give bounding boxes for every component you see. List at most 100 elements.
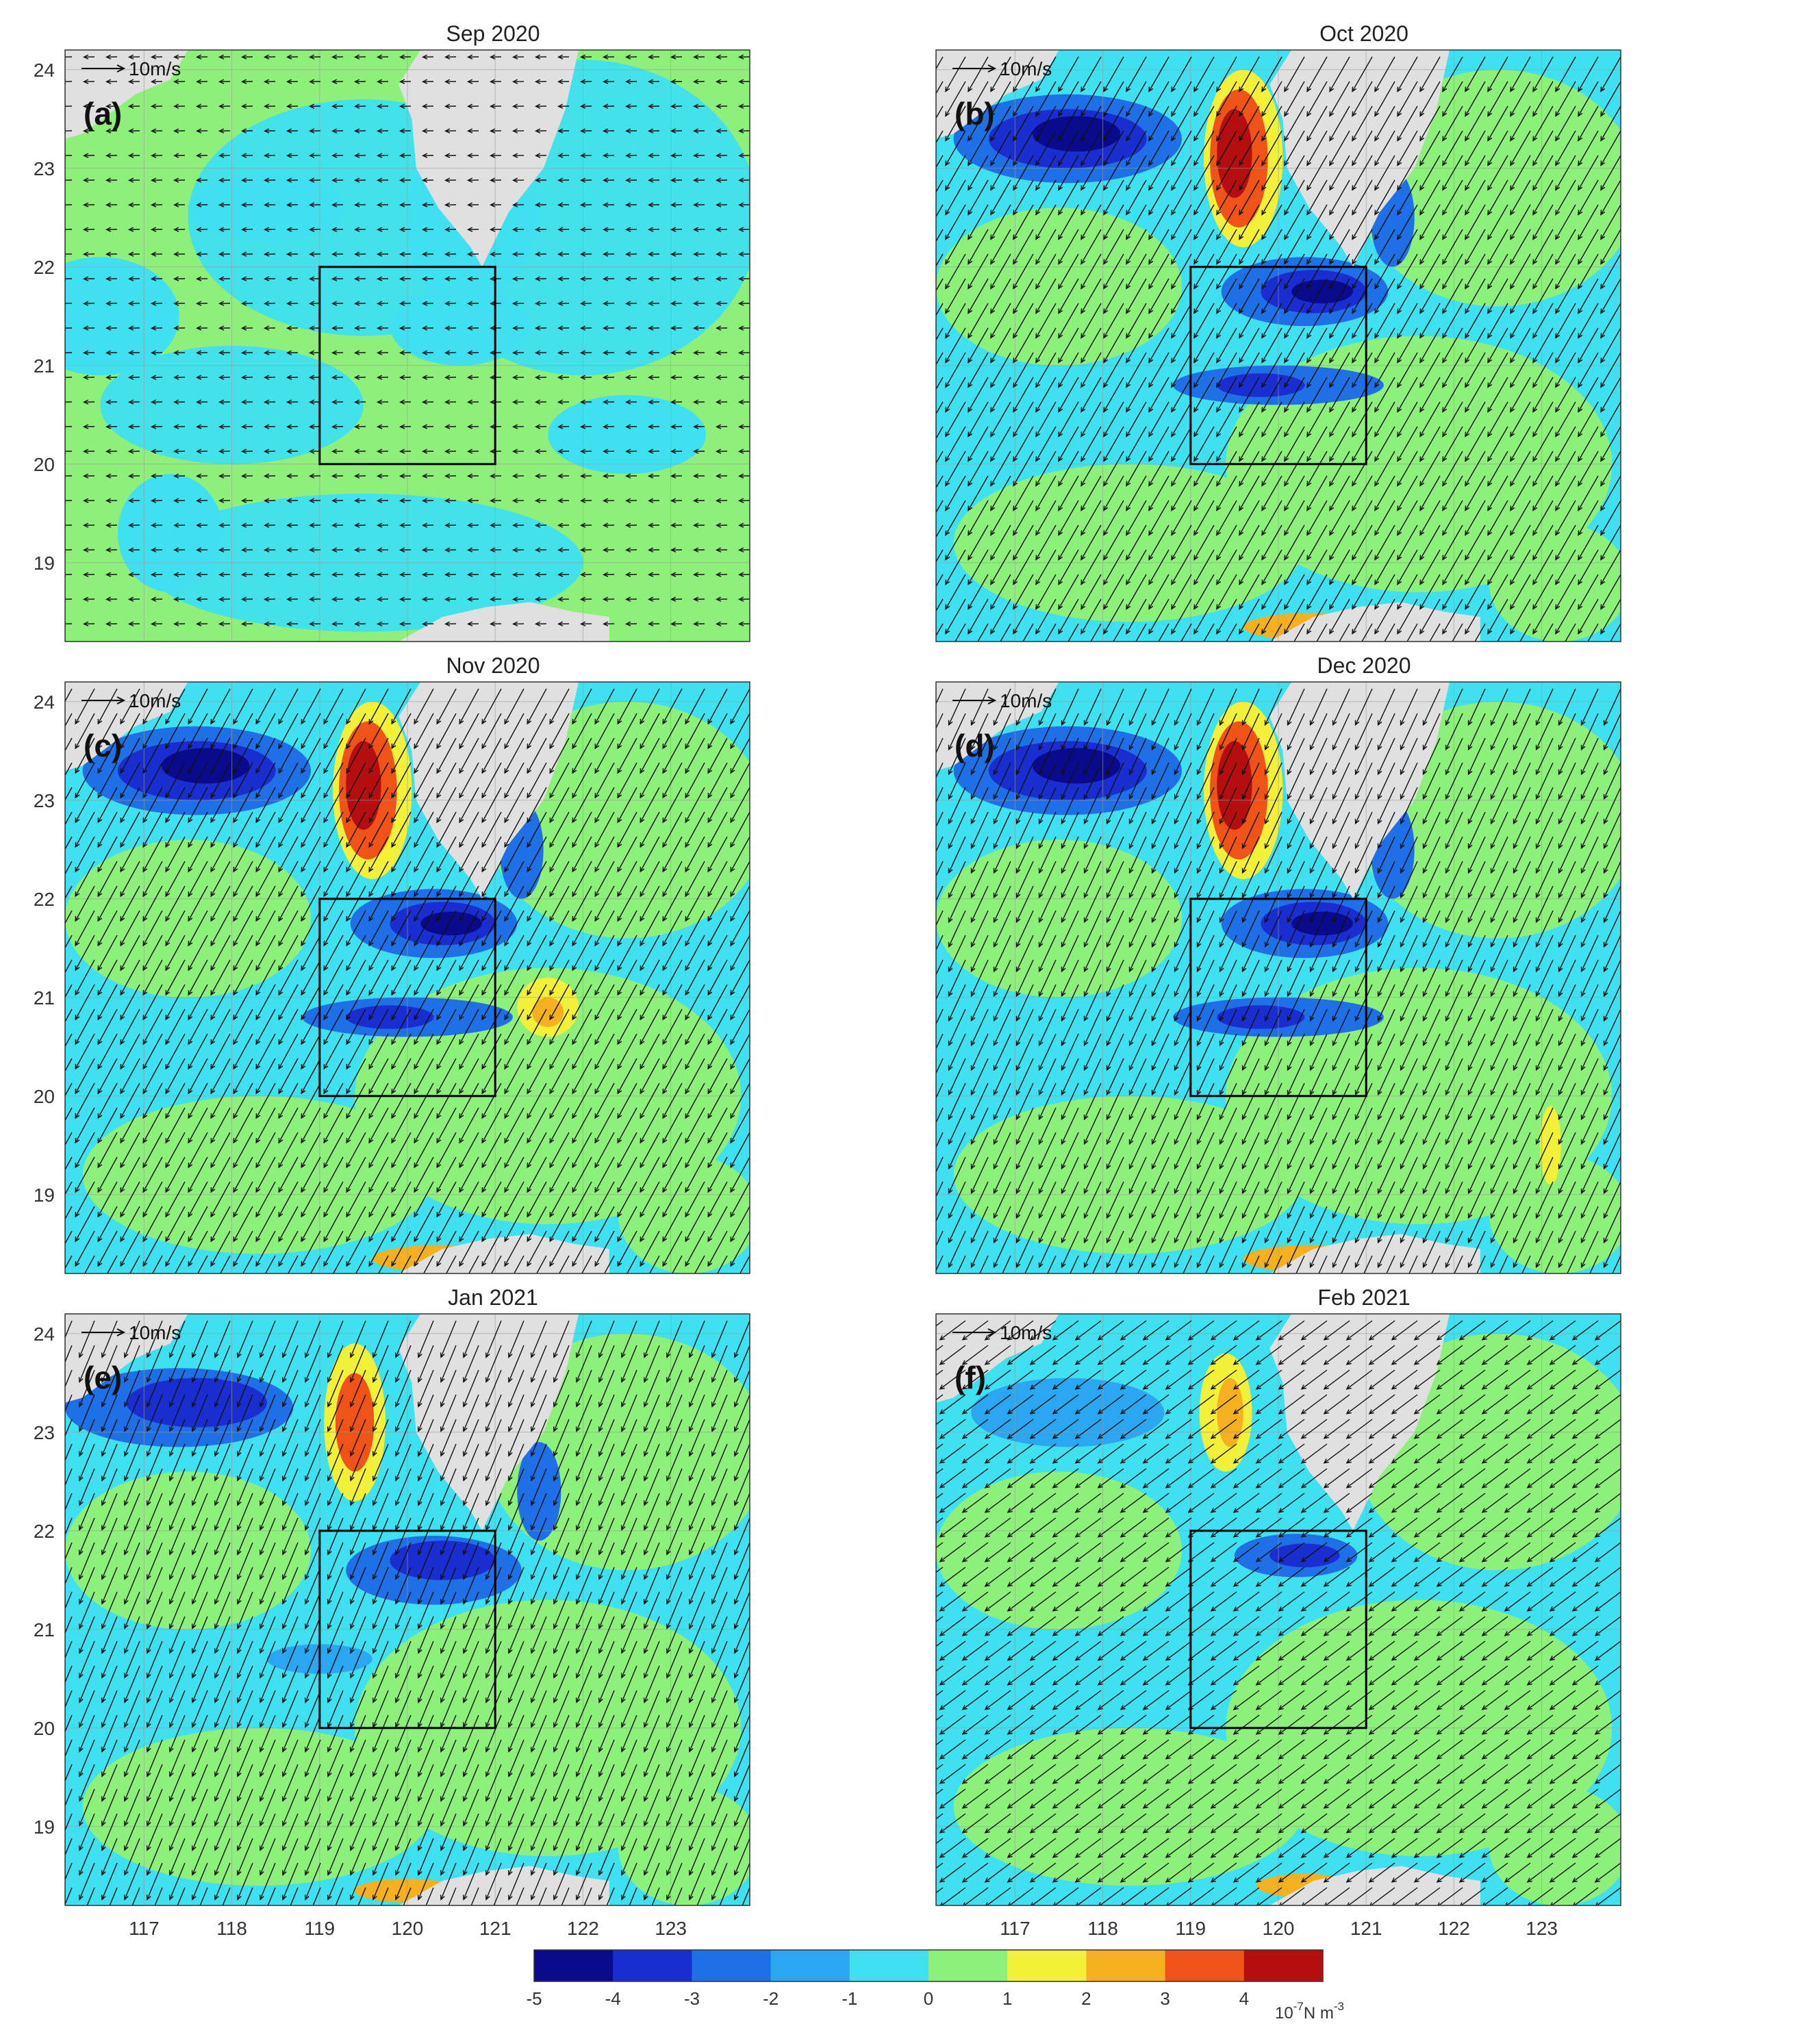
wind-arrow — [1097, 1665, 1124, 1686]
wind-arrow — [961, 1320, 989, 1341]
wind-arrow — [624, 621, 637, 626]
wind-arrow — [1377, 1156, 1395, 1195]
wind-arrow — [1097, 1493, 1124, 1513]
wind-arrow — [281, 1616, 299, 1654]
wind-arrow — [1080, 598, 1102, 635]
wind-arrow — [1413, 1640, 1441, 1661]
wind-arrow — [236, 1517, 253, 1556]
wind-arrow — [1487, 598, 1508, 635]
wind-arrow — [82, 572, 95, 577]
wind-arrow — [1278, 1690, 1305, 1710]
wind-arrow — [368, 713, 389, 750]
wind-arrow — [65, 301, 73, 306]
wind-arrow — [945, 204, 966, 240]
wind-arrow — [327, 1443, 344, 1482]
wind-arrow — [1233, 1838, 1260, 1858]
wind-arrow — [1142, 1468, 1170, 1488]
wind-arrow — [602, 547, 615, 553]
wind-arrow — [993, 910, 1011, 948]
wind-arrow — [1029, 1369, 1057, 1390]
wind-arrow — [1397, 377, 1418, 413]
wind-arrow — [177, 1887, 186, 1905]
wind-arrow — [376, 276, 389, 281]
wind-arrow — [263, 103, 276, 109]
wind-arrow — [1408, 1255, 1418, 1273]
wind-arrow — [97, 713, 118, 750]
wind-arrow — [1106, 1082, 1124, 1121]
wind-arrow — [1578, 426, 1599, 462]
wind-arrow — [165, 1132, 186, 1169]
wind-arrow — [195, 301, 208, 306]
wind-arrow — [940, 1887, 966, 1905]
wind-arrow — [1103, 524, 1124, 561]
wind-arrow — [1481, 1764, 1508, 1784]
wind-arrow — [1532, 377, 1554, 413]
wind-arrow — [549, 1107, 570, 1144]
wind-arrow — [1487, 253, 1508, 290]
colorbar-segment — [613, 1950, 692, 1981]
wind-arrow — [1580, 811, 1599, 850]
wind-arrow — [286, 522, 299, 528]
wind-arrow — [1151, 688, 1170, 726]
wind-arrow — [936, 1542, 944, 1549]
wind-arrow — [715, 325, 728, 331]
wind-arrow — [1332, 861, 1350, 899]
wind-arrow — [1013, 105, 1034, 142]
wind-arrow — [602, 375, 615, 380]
wind-arrow — [1174, 1132, 1192, 1170]
wind-arrow — [602, 572, 615, 577]
wind-arrow — [1074, 1591, 1102, 1612]
wind-arrow — [1490, 1058, 1508, 1096]
wind-arrow — [1151, 1156, 1170, 1195]
wind-arrow — [414, 1082, 434, 1119]
wind-arrow — [75, 1107, 95, 1144]
wind-arrow — [65, 885, 73, 900]
wind-arrow — [414, 1181, 434, 1218]
wind-arrow — [707, 1132, 728, 1169]
wind-arrow — [1465, 278, 1486, 314]
wind-arrow — [127, 227, 140, 232]
colorbar-tick: -3 — [684, 1988, 700, 2009]
wind-arrow — [188, 910, 208, 947]
wind-arrow — [579, 522, 592, 528]
wind-arrow — [1513, 811, 1531, 850]
panel-f: 10m/s(f) — [935, 1313, 1621, 1931]
wind-arrow — [707, 935, 728, 972]
wind-arrow — [1097, 1468, 1124, 1488]
wind-arrow — [372, 1542, 389, 1580]
wind-arrow — [146, 1517, 163, 1556]
wind-arrow — [968, 352, 989, 388]
wind-arrow — [105, 522, 118, 528]
wind-arrow — [255, 1082, 276, 1119]
wind-arrow — [1241, 959, 1260, 998]
wind-arrow — [1233, 1468, 1260, 1488]
wind-arrow — [1482, 1912, 1508, 1931]
wind-arrow — [278, 836, 299, 873]
wind-arrow — [75, 959, 95, 996]
wind-arrow — [263, 128, 276, 134]
wind-arrow — [1329, 426, 1350, 462]
wind-arrow — [640, 1082, 660, 1119]
wind-arrow — [1210, 1468, 1237, 1488]
wind-arrow — [1239, 56, 1260, 92]
wind-arrow — [579, 128, 592, 134]
wind-arrow — [1287, 737, 1305, 776]
wind-arrow — [1148, 451, 1170, 487]
wind-arrow — [142, 1107, 163, 1144]
wind-arrow — [549, 688, 570, 725]
wind-arrow — [481, 787, 502, 824]
wind-arrow — [1442, 229, 1463, 265]
wind-arrow — [240, 177, 253, 183]
wind-arrow — [970, 1132, 989, 1170]
wind-arrow — [1241, 885, 1260, 924]
wind-arrow — [281, 1838, 299, 1876]
wind-arrow — [670, 251, 683, 257]
wind-arrow — [301, 1181, 321, 1218]
wind-arrow — [1278, 1345, 1305, 1365]
wind-arrow — [1436, 1838, 1463, 1858]
wind-arrow — [1142, 1345, 1170, 1365]
wind-arrow — [120, 1230, 140, 1267]
wind-arrow — [733, 1591, 750, 1630]
wind-arrow — [210, 885, 231, 922]
wind-arrow — [1120, 1320, 1147, 1341]
